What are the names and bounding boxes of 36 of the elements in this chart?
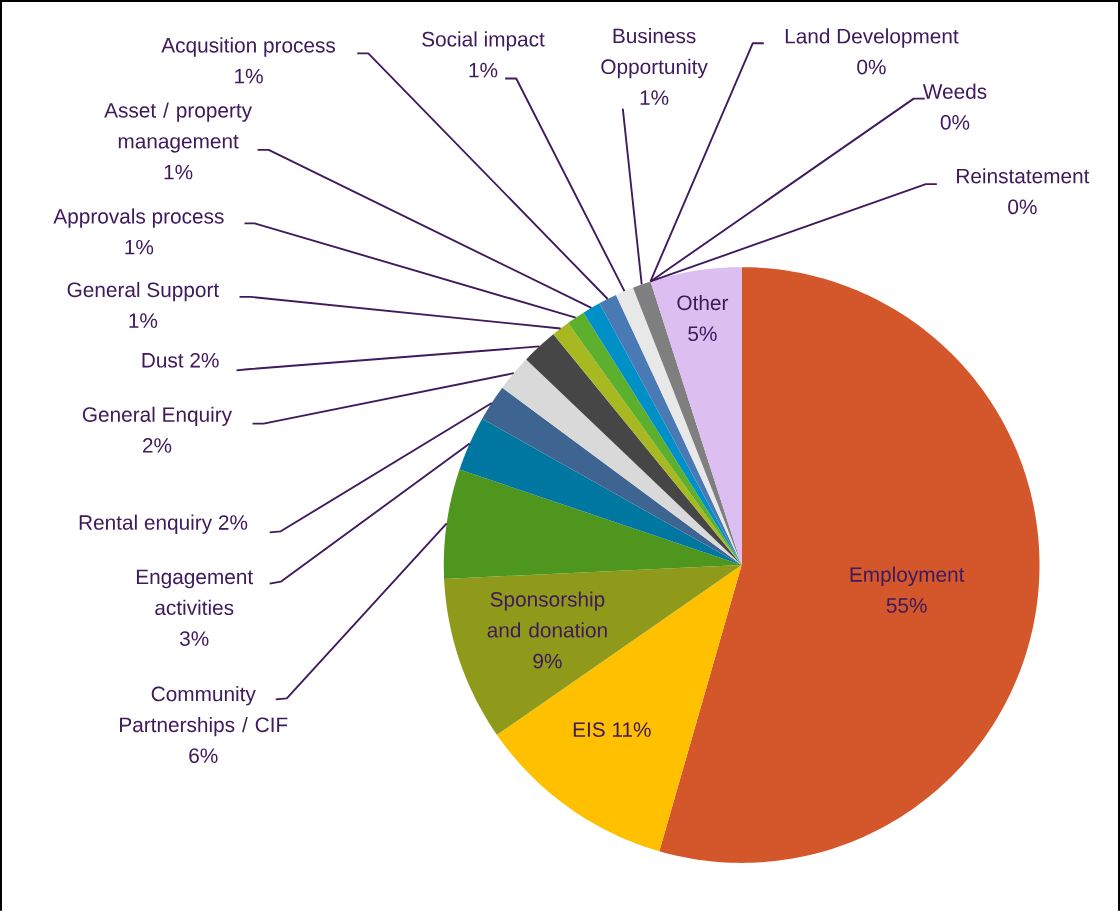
text: 0% [940,115,970,130]
slice-label: Other [677,295,729,311]
data-label: 1% [125,240,154,255]
slice-label: Sponsorship and donation [487,591,607,638]
slice-label: Acqusition process [161,37,336,57]
slice-label: General Support [67,282,219,302]
slice-label: Social impact [422,31,545,51]
data-label: 1% [469,62,498,78]
slice-label: Business Opportunity [601,28,708,79]
slice-label: General Enquiry [82,406,233,427]
data-label: 2% [218,515,248,530]
data-label: 2% [190,353,219,368]
text: 0% [857,59,886,75]
data-label: 3% [179,631,209,647]
slice-label: Approvals process [53,208,224,228]
slice-label: Engagement activities [136,569,254,616]
category-label: Land Development [785,28,959,48]
slice-label: Asset / property management [104,102,253,153]
data-label: 6% [189,748,218,764]
data-label: 1% [129,313,158,329]
category-label: Reinstatement [957,168,1090,184]
text: 0% [1008,199,1037,215]
data-label: 11% [613,722,651,737]
slice-label: Rental enquiry [79,514,213,535]
data-label: 2% [143,438,172,453]
slice-label: Dust [142,353,184,368]
data-label: 9% [533,653,562,669]
data-label: 1% [164,164,193,180]
slice-label: Employment [850,566,965,587]
slice-label: EIS [573,722,605,738]
data-label: 1% [235,69,263,84]
data-label: 5% [688,326,717,342]
slice-label: Community Partnerships / CIF [120,686,288,737]
data-label: 55% [886,598,927,613]
data-label: 1% [640,90,669,106]
category-label: Weeds [922,83,987,100]
